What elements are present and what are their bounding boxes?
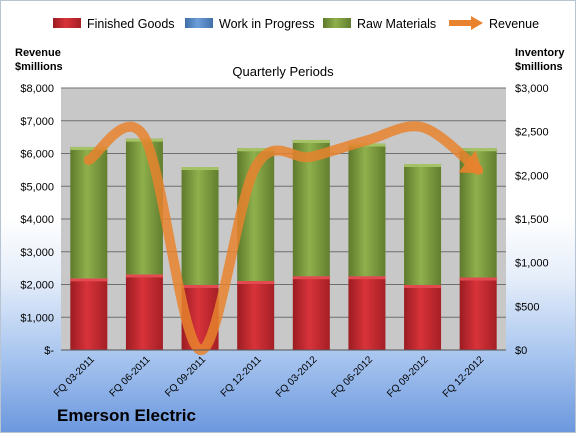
right-tick-label: $1,000 xyxy=(515,258,549,270)
chart-title: Quarterly Periods xyxy=(232,64,334,79)
category-label: FQ 03-2012 xyxy=(274,354,320,400)
legend-label-revenue: Revenue xyxy=(489,17,539,31)
bar-finished-goods-top xyxy=(70,278,108,282)
bar-raw-materials-top xyxy=(404,163,442,167)
legend: Finished Goods Work in Progress Raw Mate… xyxy=(53,16,539,31)
right-axis-ticks: $0 $500 $1,000 $1,500 $2,000 $2,500 $3,000 xyxy=(515,83,549,357)
bar-raw-materials xyxy=(292,139,330,277)
revenue-line-group xyxy=(83,121,484,355)
right-tick-label: $1,500 xyxy=(515,214,549,226)
category-label: FQ 03-2011 xyxy=(52,354,97,399)
left-tick-label: $1,000 xyxy=(20,312,54,324)
left-tick-label: $7,000 xyxy=(20,116,54,128)
left-axis-title-line-1: Revenue xyxy=(15,47,61,59)
bar-finished-goods-top xyxy=(237,281,275,285)
bar-finished-goods-top xyxy=(292,276,330,280)
bar-raw-materials xyxy=(404,163,442,285)
bar-raw-materials-top xyxy=(70,146,108,150)
category-label: FQ 09-2012 xyxy=(385,354,431,400)
category-label: FQ 12-2011 xyxy=(219,354,264,399)
bar-raw-materials xyxy=(181,167,219,285)
left-axis-ticks: $- $1,000 $2,000 $3,000 $4,000 $5,000 $6,000 $7… xyxy=(20,83,54,357)
revenue-arrowhead xyxy=(458,150,483,174)
left-tick-label: $- xyxy=(44,345,54,357)
legend-label-raw-materials: Raw Materials xyxy=(357,17,436,31)
right-tick-label: $2,000 xyxy=(515,170,549,182)
bar-finished-goods xyxy=(348,276,386,350)
legend-swatch-raw-materials xyxy=(323,18,351,28)
legend-swatch-work-in-progress xyxy=(185,18,213,28)
bar-finished-goods xyxy=(237,281,275,350)
left-tick-label: $6,000 xyxy=(20,149,54,161)
left-tick-label: $4,000 xyxy=(20,214,54,226)
left-tick-label: $3,000 xyxy=(20,247,54,259)
bar-finished-goods-top xyxy=(348,276,386,280)
category-label: FQ 06-2012 xyxy=(330,354,376,400)
legend-swatch-finished-goods xyxy=(53,18,81,28)
left-tick-label: $5,000 xyxy=(20,181,54,193)
right-tick-label: $0 xyxy=(515,345,527,357)
legend-label-finished-goods: Finished Goods xyxy=(87,17,175,31)
bar-finished-goods-top xyxy=(181,284,219,288)
bar-finished-goods-top xyxy=(459,277,497,281)
right-axis-title-line-1: Inventory xyxy=(515,47,565,59)
revenue-line xyxy=(83,121,484,355)
category-label: FQ 12-2012 xyxy=(441,354,487,400)
right-axis-title: Inventory $millions xyxy=(515,47,568,73)
right-tick-label: $2,500 xyxy=(515,127,549,139)
category-label: FQ 09-2011 xyxy=(163,354,208,399)
left-axis-title: Revenue $millions xyxy=(15,47,64,73)
bar-finished-goods-top xyxy=(404,284,442,288)
category-labels: FQ 03-2011 FQ 06-2011 FQ 09-2011 FQ 12-2011… xyxy=(52,354,487,400)
bar-finished-goods xyxy=(404,284,442,350)
company-name: Emerson Electric xyxy=(57,406,196,425)
left-tick-label: $2,000 xyxy=(20,280,54,292)
right-axis-title-line-2: $millions xyxy=(515,61,563,73)
bar-finished-goods xyxy=(70,278,108,350)
left-axis-title-line-2: $millions xyxy=(15,61,63,73)
legend-item-raw-materials: Raw Materials xyxy=(323,17,436,31)
legend-label-work-in-progress: Work in Progress xyxy=(219,17,315,31)
bar-finished-goods xyxy=(125,274,163,350)
bar-raw-materials xyxy=(348,143,386,277)
right-tick-label: $500 xyxy=(515,301,539,313)
bars xyxy=(70,138,497,350)
bar-finished-goods-top xyxy=(125,274,163,278)
bar-raw-materials xyxy=(70,146,108,279)
bar-finished-goods xyxy=(292,276,330,350)
legend-item-revenue: Revenue xyxy=(449,16,539,31)
category-label: FQ 06-2011 xyxy=(108,354,153,399)
bar-raw-materials-top xyxy=(237,148,275,152)
bar-finished-goods xyxy=(459,277,497,350)
legend-item-finished-goods: Finished Goods xyxy=(53,17,175,31)
left-tick-label: $8,000 xyxy=(20,83,54,95)
right-tick-label: $3,000 xyxy=(515,83,549,95)
legend-item-work-in-progress: Work in Progress xyxy=(185,17,315,31)
bar-raw-materials-top xyxy=(292,139,330,143)
bar-raw-materials-top xyxy=(459,148,497,152)
legend-arrowhead-revenue xyxy=(471,16,483,30)
bar-raw-materials-top xyxy=(181,167,219,171)
